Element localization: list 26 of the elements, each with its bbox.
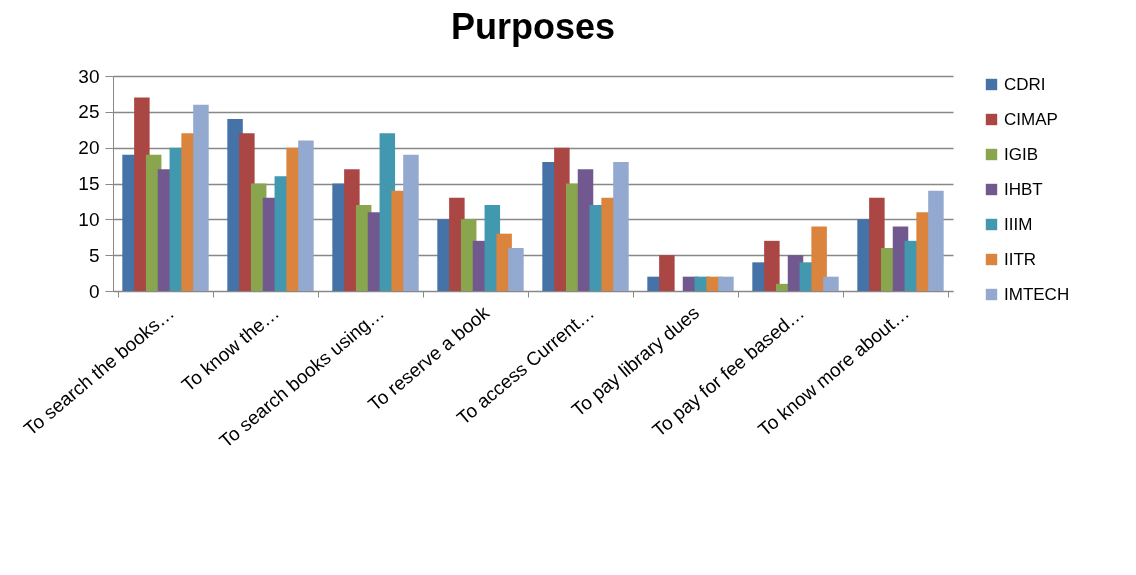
bar: [811, 226, 827, 291]
bar: [403, 154, 419, 291]
y-tick-label: 20: [78, 137, 100, 159]
bar: [764, 240, 780, 291]
legend-label: CIMAP: [1004, 109, 1058, 129]
y-tick-label: 25: [78, 101, 100, 123]
bar: [508, 248, 524, 291]
bar: [659, 255, 675, 291]
bar: [718, 276, 734, 291]
legend-label: IGIB: [1004, 144, 1039, 164]
bar: [613, 162, 629, 291]
bar: [298, 140, 314, 291]
legend-label: IMTECH: [1004, 284, 1070, 304]
y-tick-label: 10: [78, 208, 100, 230]
legend-label: IHBT: [1004, 179, 1043, 199]
bar: [193, 104, 209, 291]
y-tick-label: 0: [88, 280, 100, 302]
y-tick-label: 30: [78, 65, 100, 87]
y-tick-label: 15: [78, 173, 100, 194]
legend-label: CDRI: [1004, 74, 1046, 94]
legend-label: IITR: [1004, 249, 1037, 269]
y-tick-label: 5: [88, 244, 100, 266]
legend-label: IIIM: [1004, 214, 1033, 234]
bar: [928, 190, 944, 291]
bar: [823, 276, 839, 291]
chart-title: Purposes: [450, 6, 616, 47]
